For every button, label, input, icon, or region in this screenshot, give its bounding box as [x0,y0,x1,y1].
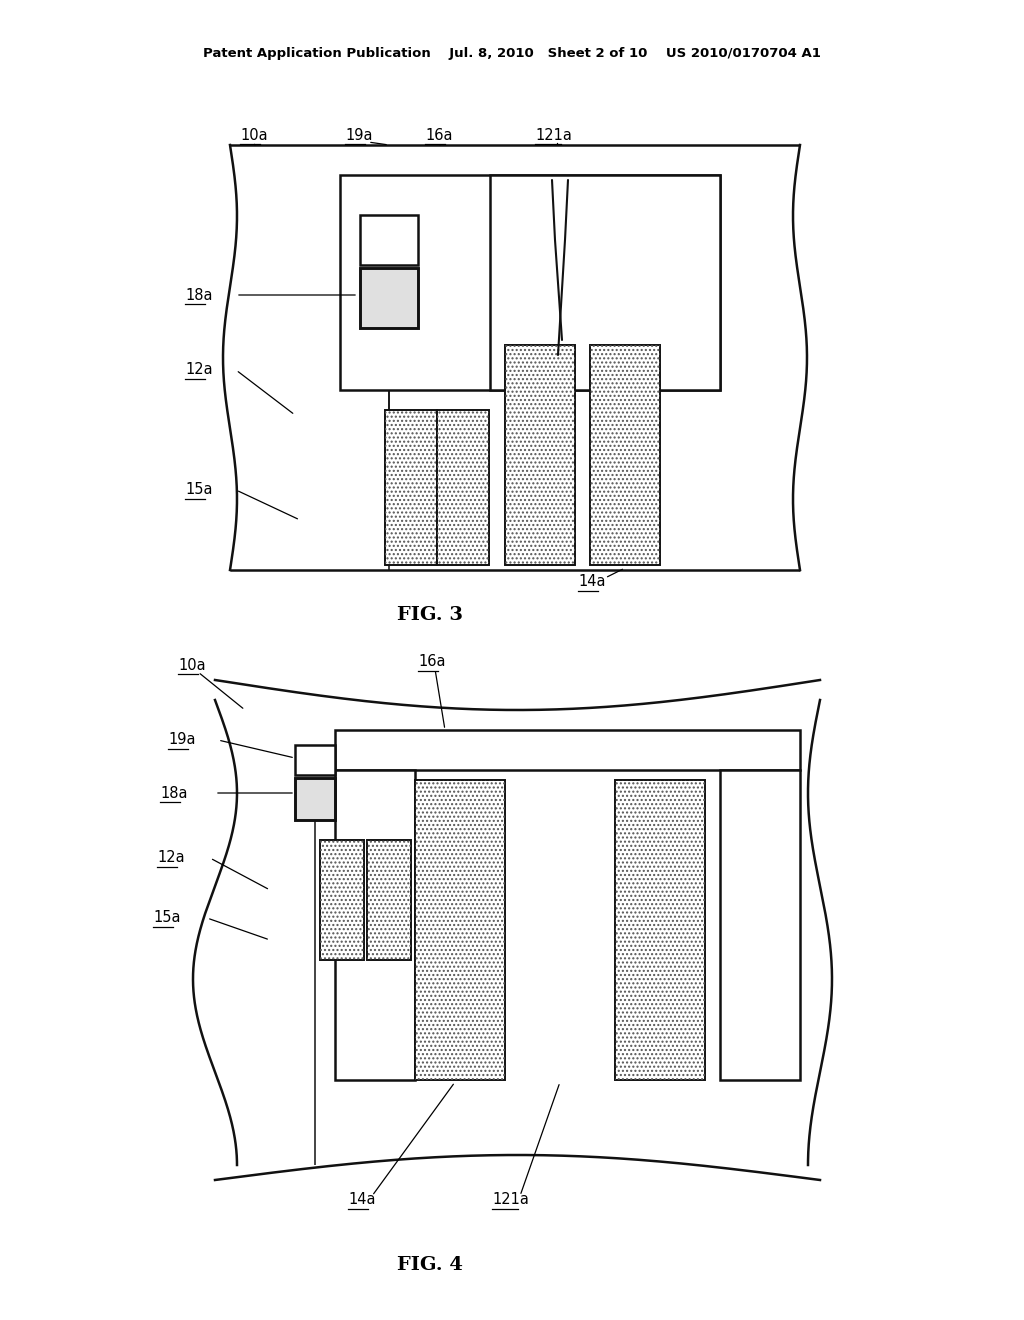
Text: 19a: 19a [345,128,373,143]
Bar [615,780,705,1080]
Bar [385,411,437,565]
Bar [590,345,660,565]
Text: 16a: 16a [425,128,453,143]
Text: 15a: 15a [185,483,213,498]
Text: 121a: 121a [535,128,571,143]
Bar [360,268,418,327]
Bar [415,780,505,1080]
Text: 12a: 12a [185,363,213,378]
Bar [385,411,437,565]
Bar [720,770,800,1080]
Text: 14a: 14a [348,1192,376,1208]
Text: FIG. 4: FIG. 4 [397,1257,463,1274]
Bar [340,176,720,389]
Bar [319,840,364,960]
Text: 15a: 15a [153,911,180,925]
Text: 14a: 14a [578,574,605,590]
Bar [437,411,489,565]
Text: 12a: 12a [157,850,184,866]
Bar [295,744,335,775]
Text: FIG. 3: FIG. 3 [397,606,463,624]
Bar [319,840,364,960]
Text: 18a: 18a [160,785,187,800]
Text: 10a: 10a [240,128,267,143]
Text: Patent Application Publication    Jul. 8, 2010   Sheet 2 of 10    US 2010/017070: Patent Application Publication Jul. 8, 2… [203,46,821,59]
Bar [360,215,418,265]
Bar [335,770,415,1080]
Bar [415,780,505,1080]
Bar [505,345,575,565]
Text: 16a: 16a [418,655,445,669]
Bar [615,780,705,1080]
Bar [367,840,411,960]
Text: 10a: 10a [178,657,206,672]
Bar [335,730,800,770]
Bar [505,345,575,565]
Bar [295,777,335,820]
Bar [490,176,720,389]
Text: 18a: 18a [185,288,213,302]
Bar [437,411,489,565]
Text: 121a: 121a [492,1192,528,1208]
Bar [367,840,411,960]
Text: 19a: 19a [168,733,196,747]
Bar [590,345,660,565]
